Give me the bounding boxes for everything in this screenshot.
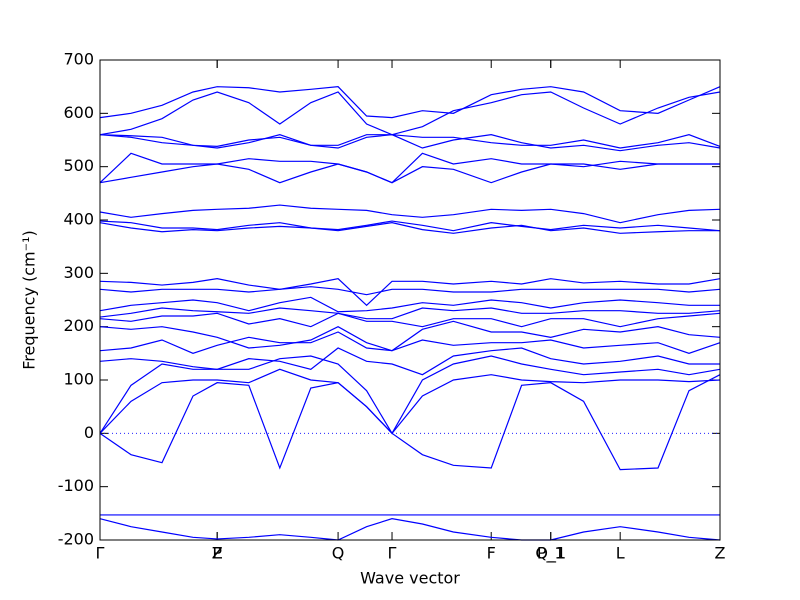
band-line [99, 286, 721, 296]
band-line [99, 347, 720, 376]
y-tick-label: -200 [58, 530, 94, 549]
x-tick-label: L [616, 544, 625, 563]
band-line [99, 134, 721, 152]
y-tick-label: 200 [63, 316, 94, 335]
y-tick-label: -100 [58, 476, 94, 495]
band-line [99, 163, 720, 184]
band-line [99, 355, 721, 435]
x-tick-label: Z [715, 544, 726, 563]
x-tick-label: Z [212, 544, 223, 563]
band-line [99, 86, 721, 119]
x-tick-label: P [212, 544, 222, 563]
y-tick-label: 400 [63, 210, 94, 229]
y-tick-label: 0 [84, 423, 94, 442]
x-tick-label: P_1 [537, 544, 565, 564]
band-line [99, 331, 721, 354]
x-tick-label: Γ [388, 544, 397, 563]
y-tick-label: 100 [63, 370, 94, 389]
band-line [99, 374, 721, 471]
band-line [99, 312, 721, 328]
band-line [99, 307, 721, 320]
band-line [99, 152, 720, 184]
x-tick-label: Q [332, 544, 345, 563]
y-tick-label: 600 [63, 103, 94, 122]
band-line [99, 278, 721, 307]
band-line [99, 320, 721, 352]
band-line [99, 204, 721, 224]
y-axis-label: Frequency (cm⁻¹) [20, 230, 39, 369]
band-line [99, 91, 721, 136]
plot-frame [99, 59, 721, 541]
band-line [99, 222, 720, 234]
y-tick-label: 300 [63, 263, 94, 282]
y-tick-label: 500 [63, 156, 94, 175]
x-tick-label: F [487, 544, 496, 563]
y-tick-label: 700 [63, 50, 94, 69]
band-line [99, 296, 720, 313]
band-line [99, 220, 721, 232]
band-line [99, 518, 721, 541]
x-tick-label: Q_1 [535, 544, 566, 564]
x-tick-label: Γ [96, 544, 105, 563]
x-axis-label: Wave vector [360, 569, 460, 588]
band-line [99, 134, 721, 149]
